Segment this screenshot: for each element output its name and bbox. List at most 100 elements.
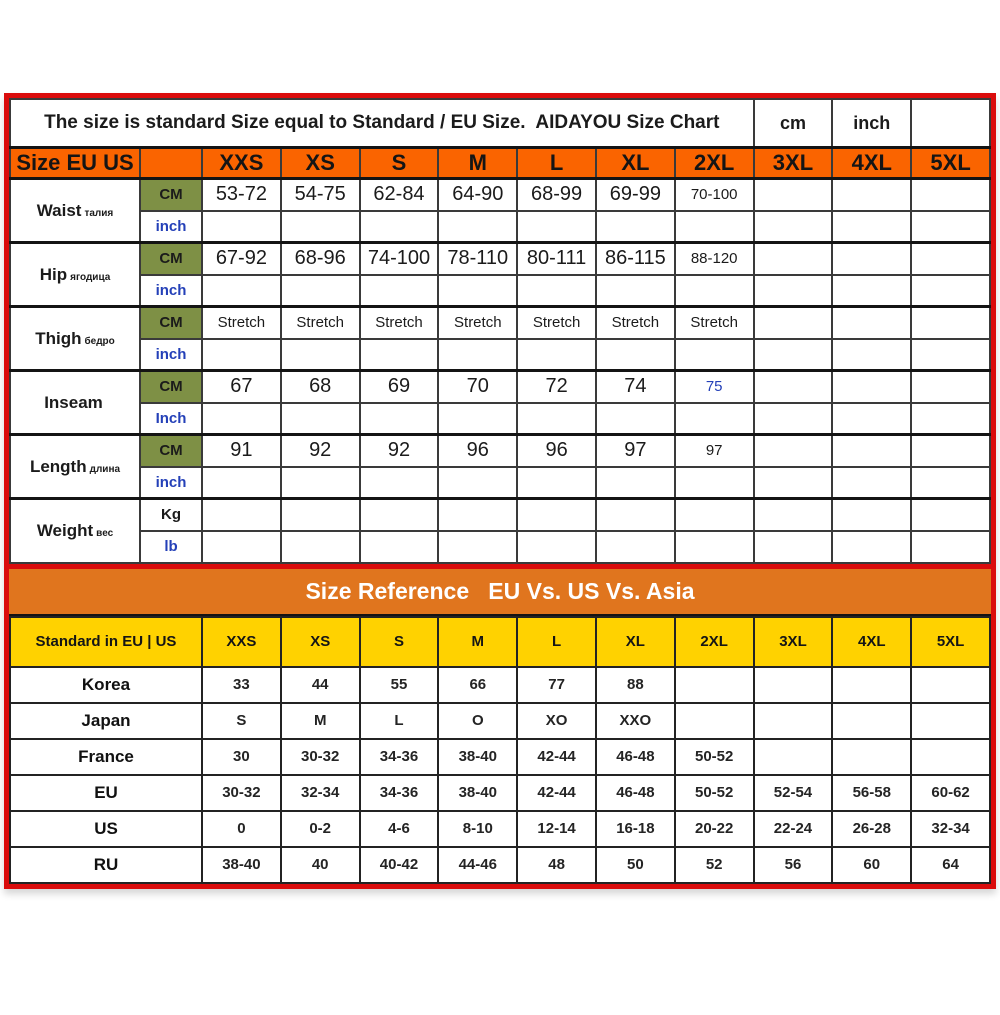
- measurement-name-ru: длина: [89, 463, 121, 475]
- value-cell: 72: [516, 369, 597, 404]
- reference-size-header: XL: [594, 615, 676, 668]
- value-cell: 70-100: [673, 177, 755, 212]
- reference-value-cell: 66: [437, 665, 519, 704]
- value-cell: [752, 369, 834, 404]
- measurement-row-thigh-inch: inch: [10, 337, 991, 372]
- value-cell: [594, 497, 676, 532]
- reference-value-cell: [752, 737, 834, 776]
- value-cell: [831, 465, 913, 500]
- value-cell: [516, 497, 597, 532]
- reference-value-cell: 26-28: [831, 809, 913, 848]
- value-cell: 53-72: [201, 177, 282, 212]
- reference-size-header: 3XL: [752, 615, 834, 668]
- value-cell: [673, 273, 755, 308]
- value-cell: [910, 369, 991, 404]
- measurement-label-inseam: Inseam: [9, 369, 141, 436]
- reference-value-cell: XO: [516, 701, 597, 740]
- measurement-row-waist-cm: Waist талия CM 53-72 54-75 62-84 64-90 68…: [9, 177, 991, 244]
- value-cell: [201, 497, 282, 532]
- value-cell: [437, 273, 519, 308]
- measurement-name: Waist: [36, 200, 82, 220]
- value-cell: [673, 465, 755, 500]
- unit-cell-cm: CM: [139, 433, 203, 468]
- value-cell: 78-110: [437, 241, 519, 276]
- value-cell: 64-90: [437, 177, 519, 212]
- country-row-eu: EU 30-32 32-34 34-36 38-40 42-44 46-48 5…: [9, 773, 991, 812]
- value-cell: 75: [673, 369, 755, 404]
- value-cell: [594, 465, 676, 500]
- country-row-us: US 0 0-2 4-6 8-10 12-14 16-18 20-22 22-2…: [9, 809, 991, 848]
- reference-value-cell: 38-40: [437, 737, 519, 776]
- measurement-row-weight-kg: Weight вес Kg: [9, 497, 991, 564]
- reference-value-cell: 38-40: [437, 773, 519, 812]
- value-cell: [910, 401, 991, 436]
- value-cell: [673, 209, 755, 244]
- value-cell: 69-99: [594, 177, 676, 212]
- reference-value-cell: 32-34: [910, 809, 991, 848]
- value-cell: [831, 305, 913, 340]
- measurement-name: Length: [29, 456, 87, 476]
- reference-value-cell: 34-36: [358, 737, 440, 776]
- value-cell: [437, 529, 519, 564]
- value-cell: [279, 273, 361, 308]
- reference-size-header: S: [358, 615, 440, 668]
- value-cell: 92: [358, 433, 440, 468]
- value-cell: [516, 401, 597, 436]
- value-cell: [516, 273, 597, 308]
- reference-value-cell: [752, 665, 834, 704]
- reference-value-cell: [831, 737, 913, 776]
- reference-value-cell: 52-54: [752, 773, 834, 812]
- reference-value-cell: 20-22: [673, 809, 755, 848]
- value-cell: [673, 337, 755, 372]
- reference-title-band: Size Reference EU Vs. US Vs. Asia: [9, 568, 991, 616]
- value-cell: [358, 209, 440, 244]
- reference-value-cell: 44-46: [437, 845, 519, 884]
- value-cell: [910, 433, 991, 468]
- reference-value-cell: [910, 701, 991, 740]
- value-cell: [831, 273, 913, 308]
- value-cell: [358, 465, 440, 500]
- reference-value-cell: 40-42: [358, 845, 440, 884]
- value-cell: [831, 209, 913, 244]
- value-cell: Stretch: [437, 305, 519, 340]
- reference-size-header: XS: [279, 615, 361, 668]
- size-chart-panel: The size is standard Size equal to Stand…: [4, 93, 996, 889]
- country-label: RU: [9, 845, 203, 884]
- size-chart-table: The size is standard Size equal to Stand…: [9, 98, 991, 564]
- measurement-row-waist-inch: inch: [10, 209, 991, 244]
- measurement-label-weight: Weight вес: [9, 497, 141, 564]
- size-col-header: XS: [279, 146, 361, 180]
- measurement-name: Inseam: [44, 392, 103, 412]
- reference-value-cell: 42-44: [516, 737, 597, 776]
- value-cell: [594, 337, 676, 372]
- reference-value-cell: [910, 665, 991, 704]
- reference-value-cell: 34-36: [358, 773, 440, 812]
- measurement-name: Weight: [36, 520, 94, 540]
- value-cell: 97: [594, 433, 676, 468]
- value-cell: 70: [437, 369, 519, 404]
- measurement-name-ru: талия: [84, 207, 114, 219]
- value-cell: [910, 305, 991, 340]
- reference-value-cell: [910, 737, 991, 776]
- reference-value-cell: 32-34: [279, 773, 361, 812]
- unit-cell-inch: inch: [139, 337, 203, 372]
- value-cell: 67-92: [201, 241, 282, 276]
- measurement-row-inseam-cm: Inseam CM 67 68 69 70 72 74 75: [9, 369, 991, 436]
- measurement-name: Hip: [39, 264, 68, 284]
- value-cell: [201, 401, 282, 436]
- size-col-header: L: [516, 146, 597, 180]
- value-cell: [201, 529, 282, 564]
- value-cell: [673, 529, 755, 564]
- value-cell: [437, 401, 519, 436]
- measurement-row-length-cm: Length длина CM 91 92 92 96 96 97 97: [9, 433, 991, 500]
- unit-cell-lb: lb: [139, 529, 203, 564]
- size-col-header: 2XL: [673, 146, 755, 180]
- value-cell: [358, 401, 440, 436]
- value-cell: [673, 497, 755, 532]
- measurement-name-ru: бедро: [84, 335, 115, 347]
- reference-value-cell: 52: [673, 845, 755, 884]
- reference-size-header: 4XL: [831, 615, 913, 668]
- measurement-row-hip-cm: Hip ягодица CM 67-92 68-96 74-100 78-110 …: [9, 241, 991, 308]
- value-cell: [516, 209, 597, 244]
